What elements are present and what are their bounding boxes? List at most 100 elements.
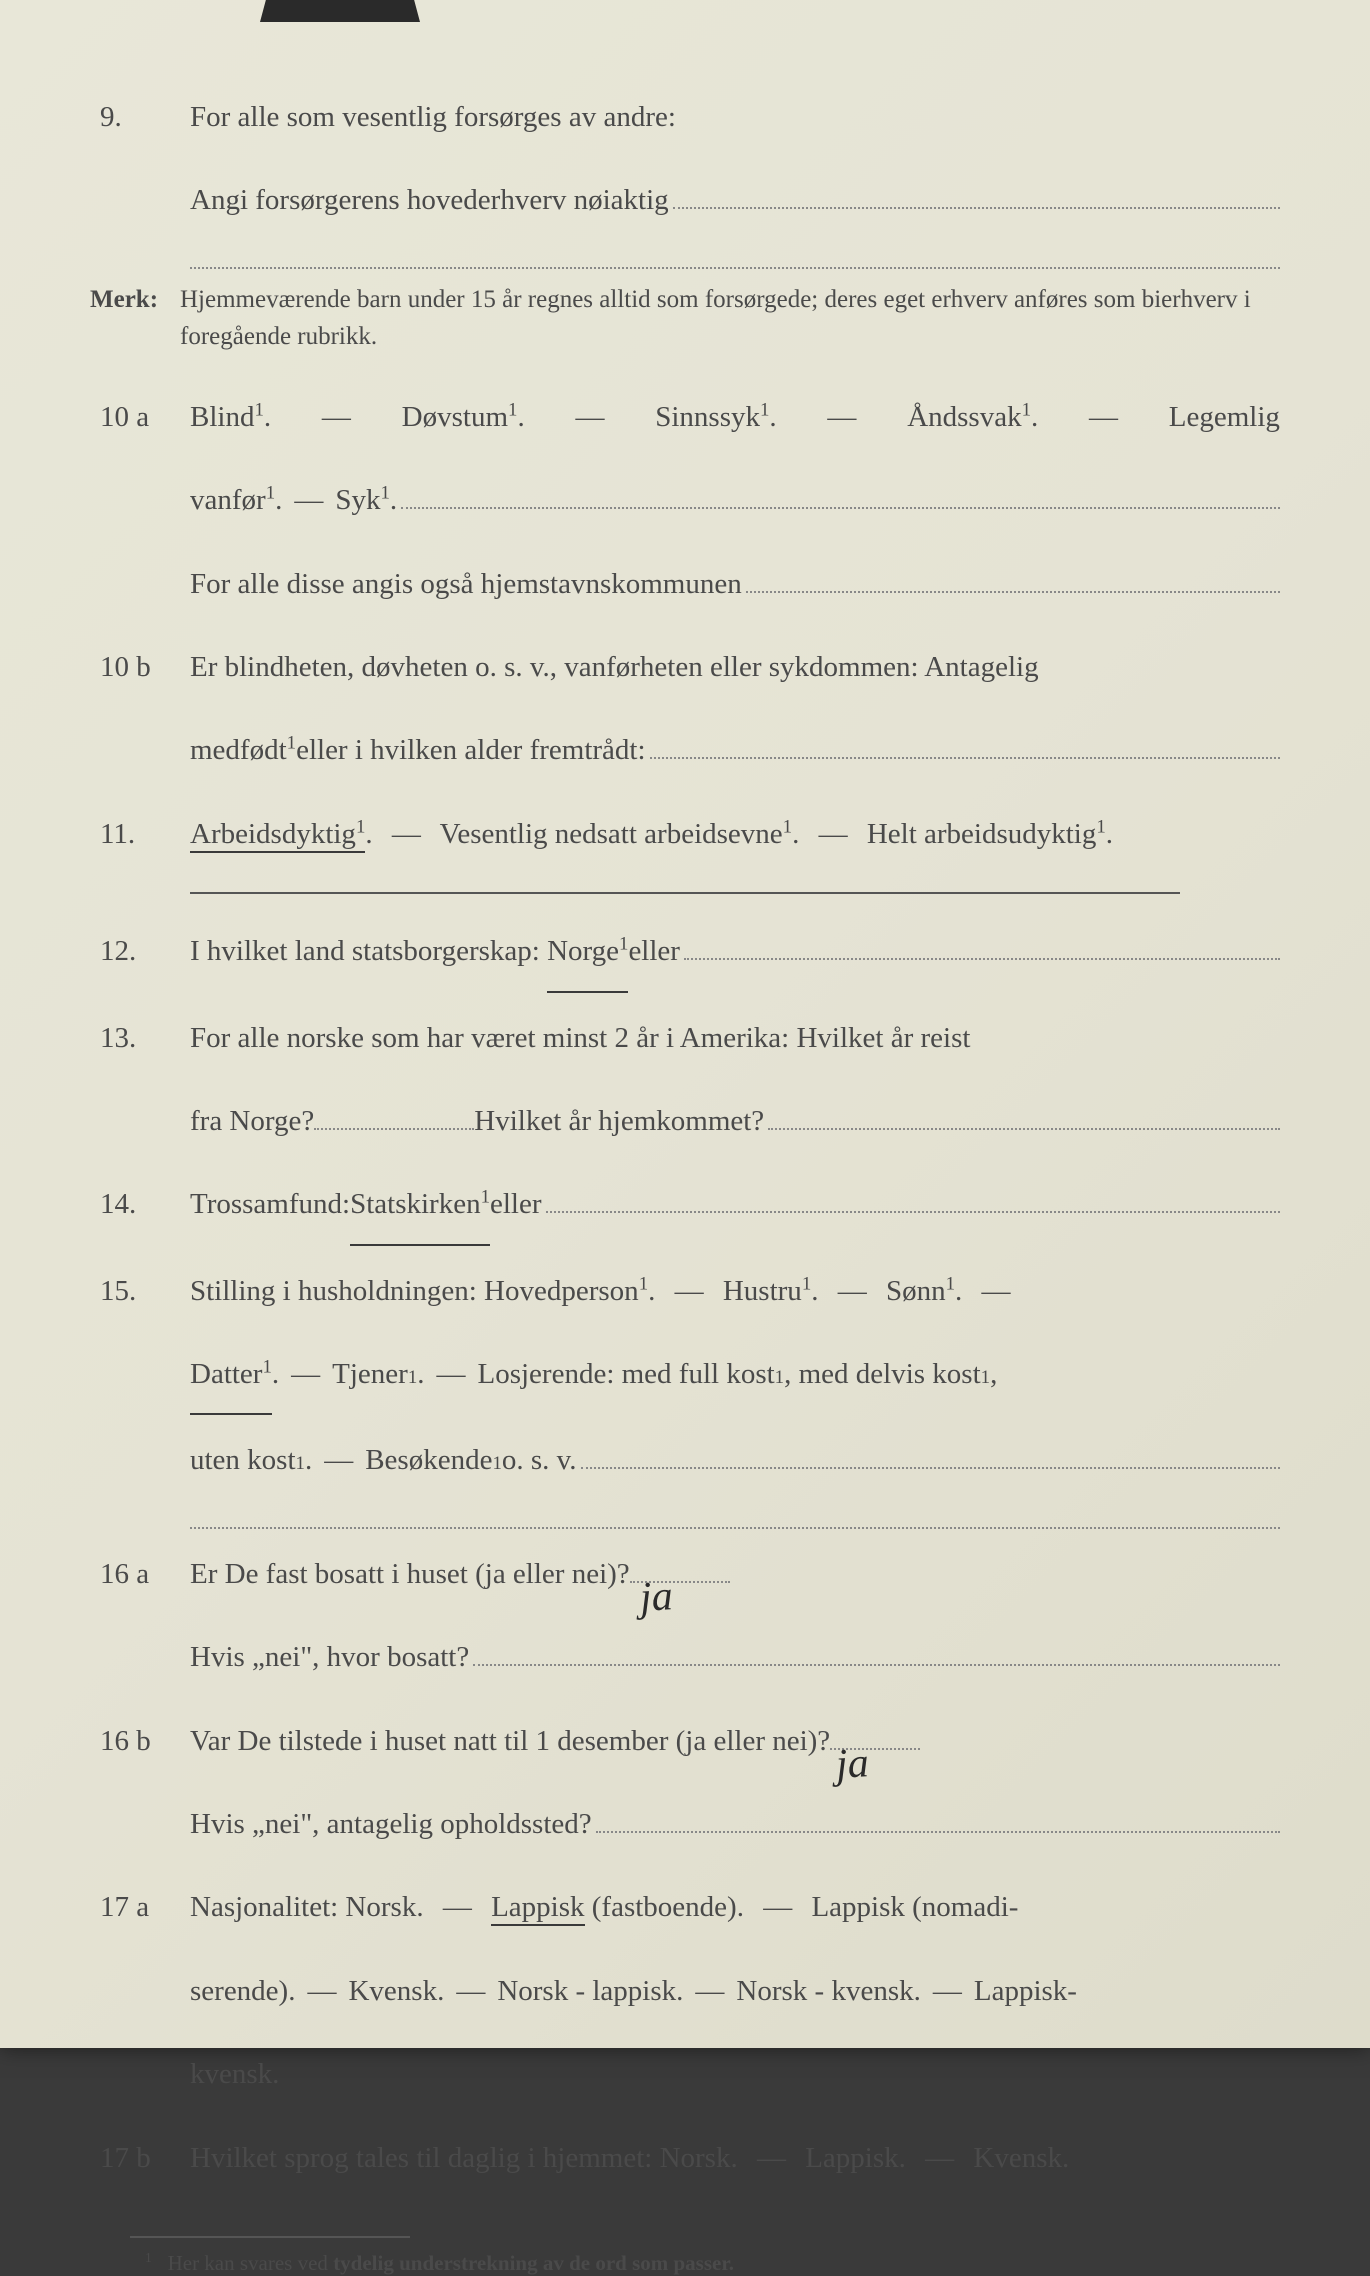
q15-sonn: Sønn xyxy=(886,1275,946,1307)
q14-row: 14. Trossamfund: Statskirken1 eller xyxy=(90,1167,1280,1245)
q11-num: 11. xyxy=(90,797,190,872)
q10b-row: 10 b Er blindheten, døvheten o. s. v., v… xyxy=(90,630,1280,705)
q17a-t4: serende). xyxy=(190,1954,295,2029)
census-form-page: 9. For alle som vesentlig forsørges av a… xyxy=(0,0,1370,2048)
q12-opt: Norge xyxy=(547,935,619,967)
q17a-t1: Nasjonalitet: Norsk. xyxy=(190,1891,424,1923)
q14-text2: eller xyxy=(490,1167,542,1242)
q15-osv: o. s. v. xyxy=(502,1423,577,1498)
q16b-content: Var De tilstede i huset natt til 1 desem… xyxy=(190,1704,1280,1779)
q10a-opt1: Døvstum xyxy=(402,401,508,433)
q15-row: 15. Stilling i husholdningen: Hovedperso… xyxy=(90,1254,1280,1329)
q16b-text1: Var De tilstede i huset natt til 1 desem… xyxy=(190,1704,830,1779)
q14-opt: Statskirken xyxy=(350,1188,481,1220)
q10a-opt3: Åndssvak xyxy=(907,401,1021,433)
q16b-num: 16 b xyxy=(90,1704,190,1779)
q10b-text2: medfødt xyxy=(190,734,287,766)
q12-row: 12. I hvilket land statsborgerskap: Norg… xyxy=(90,914,1280,992)
q16a-text1: Er De fast bosatt i huset (ja eller nei)… xyxy=(190,1537,630,1612)
footnote-rule xyxy=(130,2236,410,2238)
q13-text3: Hvilket år hjemkommet? xyxy=(474,1084,764,1159)
q16b-text2: Hvis „nei", antagelig opholdssted? xyxy=(190,1787,592,1862)
q17a-num: 17 a xyxy=(90,1870,190,1945)
q15-bes: Besøkende xyxy=(365,1423,492,1498)
q16a-text2: Hvis „nei", hvor bosatt? xyxy=(190,1620,469,1695)
q9-line2-row: Angi forsørgerens hovederhverv nøiaktig xyxy=(190,163,1280,238)
merk-row: Merk: Hjemmeværende barn under 15 år reg… xyxy=(90,281,1280,356)
merk-label: Merk: xyxy=(90,281,180,356)
q17b-content: Hvilket sprog tales til daglig i hjemmet… xyxy=(190,2121,1280,2196)
q17a-t2: (fastboende). xyxy=(592,1891,744,1923)
q11-row: 11. Arbeidsdyktig1. — Vesentlig nedsatt … xyxy=(90,797,1280,872)
q16b-answer: ja xyxy=(833,1709,871,1820)
q15-row2: Datter1. — Tjener1. — Losjerende: med fu… xyxy=(190,1337,1280,1415)
q16a-row2: Hvis „nei", hvor bosatt? xyxy=(190,1620,1280,1695)
q10a-row: 10 a Blind1. — Døvstum1. — Sinnssyk1. — … xyxy=(90,380,1280,455)
q10b-text3: eller i hvilken alder fremtrådt: xyxy=(296,713,645,788)
q17b-t2: Kvensk. xyxy=(973,2142,1069,2174)
q14-num: 14. xyxy=(90,1167,190,1242)
q15-los: Losjerende: med full kost xyxy=(477,1337,774,1412)
q10b-fill xyxy=(650,757,1280,759)
q9-line1: For alle som vesentlig forsørges av andr… xyxy=(190,80,1280,155)
q17a-t3: Lappisk (nomadi- xyxy=(811,1891,1018,1923)
q15-content: Stilling i husholdningen: Hovedperson1. … xyxy=(190,1254,1280,1329)
q16b-row2: Hvis „nei", antagelig opholdssted? xyxy=(190,1787,1280,1862)
q17a-row2: serende). — Kvensk. — Norsk - lappisk. —… xyxy=(190,1954,1280,2029)
q17a-o0: Kvensk. xyxy=(348,1954,444,2029)
q17b-lappisk: Lappisk. xyxy=(805,2142,906,2177)
q13-num: 13. xyxy=(90,1001,190,1076)
q9-fill xyxy=(673,207,1280,209)
q16a-content: Er De fast bosatt i huset (ja eller nei)… xyxy=(190,1537,1280,1612)
q16a-num: 16 a xyxy=(90,1537,190,1612)
q11-opt3: Helt arbeidsudyktig xyxy=(867,818,1097,850)
q13-row2: fra Norge? Hvilket år hjemkommet? xyxy=(190,1084,1280,1159)
q10a-fill xyxy=(401,507,1280,509)
q17a-o2: Norsk - kvensk. xyxy=(736,1954,920,2029)
q10a-row2: vanfør1. — Syk1. xyxy=(190,463,1280,538)
q9-num: 9. xyxy=(90,80,190,155)
q10a-content: Blind1. — Døvstum1. — Sinnssyk1. — Åndss… xyxy=(190,380,1280,455)
q10a-line2: For alle disse angis også hjemstavnskomm… xyxy=(190,547,742,622)
q10b-num: 10 b xyxy=(90,630,190,705)
q15-los3: uten kost xyxy=(190,1423,296,1498)
q16a-answer-field: ja xyxy=(630,1581,730,1583)
q13-fill2 xyxy=(768,1128,1280,1130)
q15-blank xyxy=(190,1507,1280,1529)
q10a-opt5: Syk xyxy=(335,484,380,516)
q16b-row: 16 b Var De tilstede i huset natt til 1 … xyxy=(90,1704,1280,1779)
q16a-fill xyxy=(473,1664,1280,1666)
q10a-fill2 xyxy=(746,591,1280,593)
divider-1 xyxy=(190,892,1180,894)
q15-hustru: Hustru xyxy=(723,1275,802,1307)
q17b-num: 17 b xyxy=(90,2121,190,2196)
q11-content: Arbeidsdyktig1. — Vesentlig nedsatt arbe… xyxy=(190,797,1280,872)
q17b-row: 17 b Hvilket sprog tales til daglig i hj… xyxy=(90,2121,1280,2196)
q14-fill xyxy=(546,1211,1280,1213)
q16a-row: 16 a Er De fast bosatt i huset (ja eller… xyxy=(90,1537,1280,1612)
q17a-row3: kvensk. xyxy=(190,2037,1280,2112)
footnote-t1: Her kan svares ved xyxy=(168,2251,334,2275)
q15-text1: Stilling i husholdningen: Hovedperson xyxy=(190,1275,639,1307)
footnote-num: 1 xyxy=(145,2250,152,2265)
q11-opt1: Arbeidsdyktig xyxy=(190,818,356,850)
q10b-row2: medfødt1 eller i hvilken alder fremtrådt… xyxy=(190,713,1280,788)
q16b-answer-field: ja xyxy=(830,1748,920,1750)
q15-datter: Datter xyxy=(190,1358,262,1390)
q14-text1: Trossamfund: xyxy=(190,1167,350,1242)
q14-content: Trossamfund: Statskirken1 eller xyxy=(190,1167,1280,1245)
top-tab xyxy=(260,0,420,22)
q16b-fill xyxy=(596,1831,1280,1833)
merk-text: Hjemmeværende barn under 15 år regnes al… xyxy=(180,281,1280,356)
q17a-o1: Norsk - lappisk. xyxy=(497,1954,683,2029)
q17a-t5: kvensk. xyxy=(190,2037,279,2112)
q17a-lappisk: Lappisk xyxy=(491,1891,584,1926)
q11-opt2: Vesentlig nedsatt arbeidsevne xyxy=(440,818,783,850)
q16a-answer: ja xyxy=(637,1542,675,1653)
q10a-opt2: Sinnssyk xyxy=(655,401,760,433)
q9-blank-line xyxy=(190,247,1280,269)
q13-text2: fra Norge? xyxy=(190,1084,314,1159)
q10a-row3: For alle disse angis også hjemstavnskomm… xyxy=(190,547,1280,622)
q12-fill xyxy=(684,958,1280,960)
q13-fill1 xyxy=(314,1128,474,1130)
